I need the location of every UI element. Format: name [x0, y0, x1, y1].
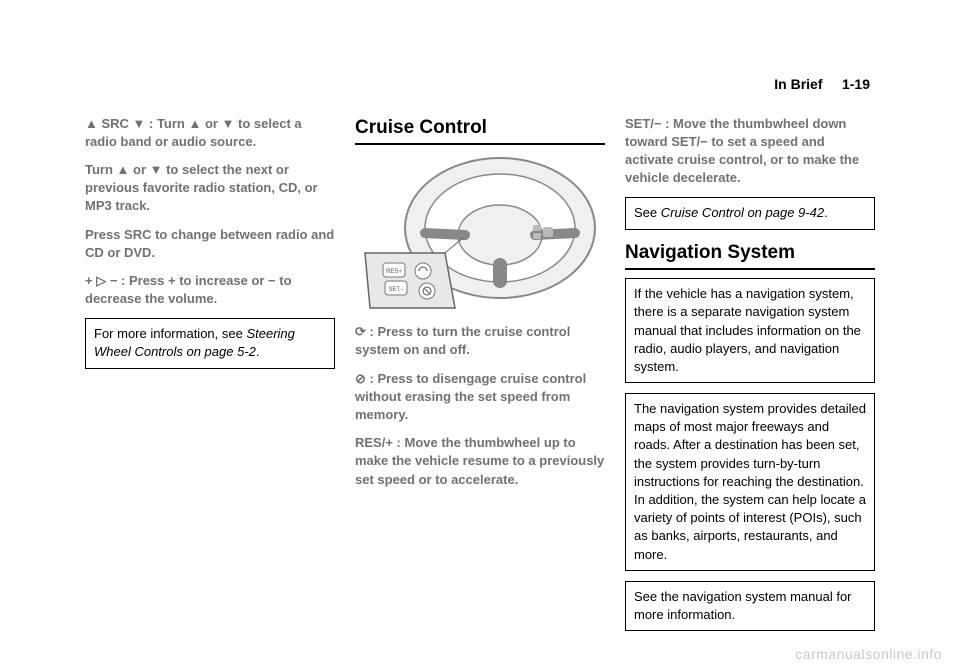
nav-details-box: The navigation system provides detailed …: [625, 393, 875, 571]
svg-text:RES+: RES+: [386, 269, 402, 275]
watermark-text: carmanualsonline.info: [795, 646, 942, 662]
steering-wheel-svg: RES+ SET−: [355, 153, 605, 313]
column-layout: ▲ SRC ▼ : Turn ▲ or ▼ to select a radio …: [85, 115, 875, 642]
navigation-title: Navigation System: [625, 240, 875, 271]
column-1: ▲ SRC ▼ : Turn ▲ or ▼ to select a radio …: [85, 115, 335, 642]
src-select-text: ▲ SRC ▼ : Turn ▲ or ▼ to select a radio …: [85, 115, 335, 151]
ref-pre: For more information, see: [94, 326, 246, 341]
cruise-on-off-text: ⟳ : Press to turn the cruise control sys…: [355, 323, 605, 359]
ref-post: .: [256, 344, 260, 359]
cruise-ref-link: Cruise Control on page 9-42: [661, 205, 824, 220]
src-change-text: Press SRC to change between radio and CD…: [85, 226, 335, 262]
svg-text:SET−: SET−: [388, 287, 404, 293]
src-next-prev-text: Turn ▲ or ▼ to select the next or previo…: [85, 161, 335, 216]
cruise-ref-box: See Cruise Control on page 9-42.: [625, 197, 875, 229]
nav-intro-box: If the vehicle has a navigation system, …: [625, 278, 875, 383]
nav-manual-box: See the navigation system manual for mor…: [625, 581, 875, 631]
volume-text: + ▷ − : Press + to increase or − to decr…: [85, 272, 335, 308]
page-number: 1-19: [842, 76, 870, 92]
cruise-disengage-text: ⊘ : Press to disengage cruise control wi…: [355, 370, 605, 425]
cruise-set-text: SET/− : Move the thumbwheel down toward …: [625, 115, 875, 188]
column-2: Cruise Control: [355, 115, 605, 642]
steering-controls-ref-box: For more information, see Steering Wheel…: [85, 318, 335, 368]
cruise-ref-post: .: [824, 205, 828, 220]
cruise-control-title: Cruise Control: [355, 115, 605, 146]
cruise-ref-pre: See: [634, 205, 661, 220]
page-content: In Brief 1-19 ▲ SRC ▼ : Turn ▲ or ▼ to s…: [85, 75, 875, 641]
section-label: In Brief: [774, 76, 822, 92]
page-header: In Brief 1-19: [85, 75, 875, 95]
cruise-resume-text: RES/+ : Move the thumbwheel up to make t…: [355, 434, 605, 489]
steering-wheel-illustration: RES+ SET−: [355, 153, 605, 313]
column-3: SET/− : Move the thumbwheel down toward …: [625, 115, 875, 642]
